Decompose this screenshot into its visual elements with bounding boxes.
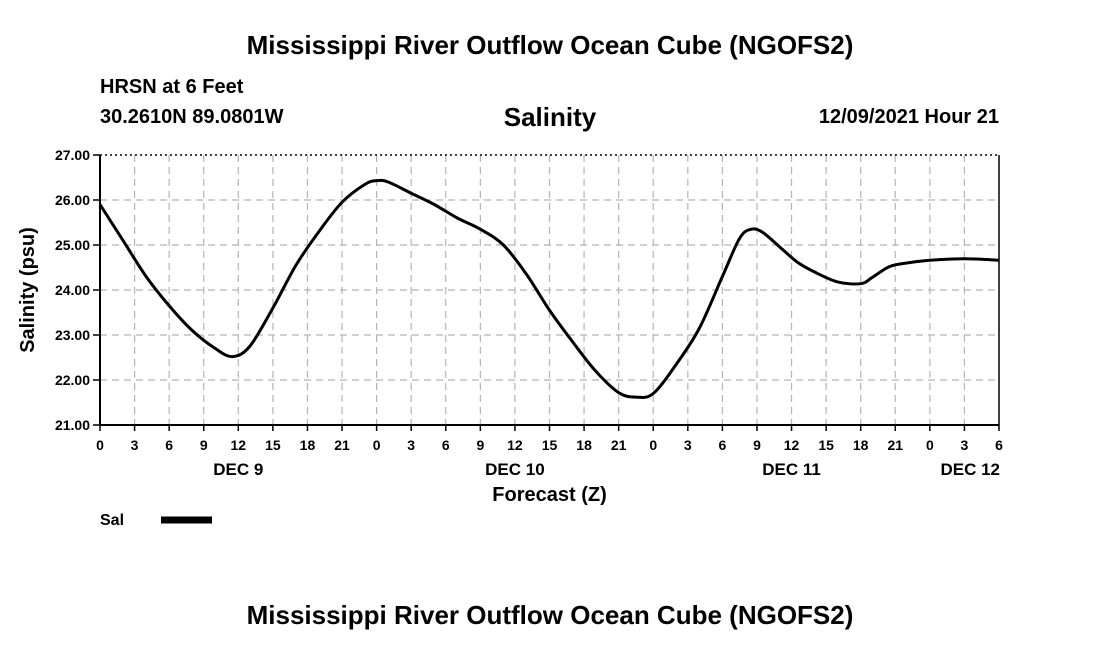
day-label: DEC 10: [485, 460, 545, 479]
x-tick-label: 0: [926, 437, 934, 453]
x-tick-label: 3: [684, 437, 692, 453]
x-tick-label: 6: [165, 437, 173, 453]
x-tick-label: 12: [507, 437, 523, 453]
x-tick-label: 9: [476, 437, 484, 453]
axes: [93, 154, 1000, 431]
y-tick-label: 23.00: [55, 327, 90, 343]
y-tick-label: 24.00: [55, 282, 90, 298]
day-label: DEC 9: [213, 460, 263, 479]
x-tick-label: 15: [265, 437, 281, 453]
x-tick-label: 6: [995, 437, 1003, 453]
x-tick-label: 21: [611, 437, 627, 453]
x-tick-label: 0: [373, 437, 381, 453]
station-label: HRSN at 6 Feet: [100, 76, 244, 98]
x-tick-label: 6: [442, 437, 450, 453]
parameter-title: Salinity: [503, 102, 597, 132]
y-tick-label: 21.00: [55, 417, 90, 433]
x-tick-label: 12: [231, 437, 247, 453]
x-tick-label: 15: [818, 437, 834, 453]
x-tick-label: 3: [131, 437, 139, 453]
chart-title: Mississippi River Outflow Ocean Cube (NG…: [246, 30, 854, 60]
x-tick-label: 18: [576, 437, 592, 453]
x-tick-label: 0: [96, 437, 104, 453]
day-label: DEC 12: [940, 460, 1000, 479]
grid-lines: [100, 155, 999, 425]
y-axis-title: Salinity (psu): [17, 227, 39, 353]
x-tick-label: 18: [853, 437, 869, 453]
x-tick-label: 9: [200, 437, 208, 453]
x-tick-label: 9: [753, 437, 761, 453]
x-tick-label: 21: [887, 437, 903, 453]
y-tick-label: 22.00: [55, 372, 90, 388]
legend: Sal: [100, 512, 212, 529]
x-tick-label: 0: [649, 437, 657, 453]
series-layer: [98, 178, 1000, 399]
x-tick-label: 3: [961, 437, 969, 453]
series-line-sal: [98, 178, 1000, 399]
x-tick-label: 3: [407, 437, 415, 453]
y-tick-label: 26.00: [55, 192, 90, 208]
footer-title: Mississippi River Outflow Ocean Cube (NG…: [246, 600, 854, 630]
x-tick-label: 15: [542, 437, 558, 453]
x-tick-label: 6: [718, 437, 726, 453]
x-tick-label: 21: [334, 437, 350, 453]
legend-label: Sal: [100, 512, 124, 529]
y-tick-label: 25.00: [55, 237, 90, 253]
day-label: DEC 11: [762, 460, 821, 479]
x-tick-label: 12: [784, 437, 800, 453]
x-tick-label: 18: [300, 437, 316, 453]
x-axis-title: Forecast (Z): [492, 484, 606, 506]
forecast-datetime: 12/09/2021 Hour 21: [818, 106, 999, 128]
axis-labels: 21.00 22.00 23.00 24.00 25.00 26.00 27.00 0 3 6 9 1…: [17, 147, 1003, 506]
y-tick-label: 27.00: [55, 147, 90, 163]
station-coordinates: 30.2610N 89.0801W: [100, 106, 284, 128]
